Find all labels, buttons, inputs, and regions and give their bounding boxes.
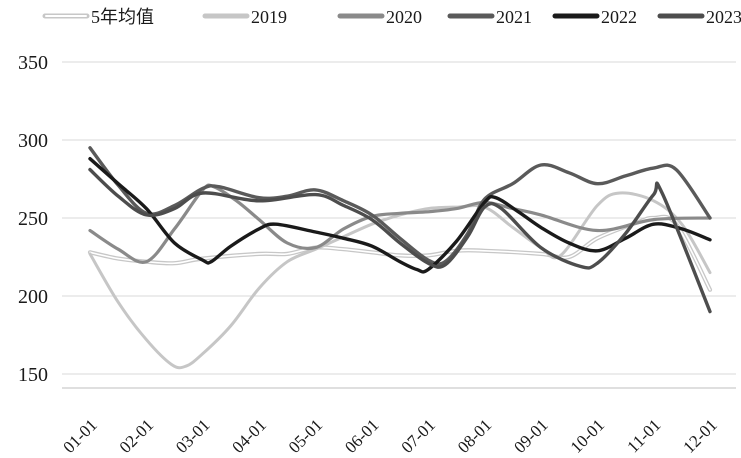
y-tick-label: 250 [18, 208, 48, 230]
y-tick-label: 300 [18, 130, 48, 152]
legend-item-2022: 2022 [552, 7, 637, 27]
x-tick-label: 06-01 [341, 415, 382, 456]
legend-label-5年均值: 5年均值 [91, 7, 154, 27]
x-tick-label: 01-01 [59, 415, 100, 456]
legend-label-2022: 2022 [601, 7, 637, 27]
x-tick-label: 12-01 [679, 415, 720, 456]
y-tick-label: 150 [18, 364, 48, 386]
x-tick-label: 03-01 [172, 415, 213, 456]
legend-item-2023: 2023 [657, 7, 741, 27]
x-tick-label: 09-01 [510, 415, 551, 456]
series-lines [87, 146, 713, 370]
x-tick-label: 02-01 [116, 415, 157, 456]
legend: 5年均值 2019 2020 2021 2022 2023 [42, 7, 741, 27]
legend-label-2023: 2023 [706, 7, 741, 27]
series-line-2019 [88, 191, 712, 370]
legend-label-2020: 2020 [386, 7, 422, 27]
gridlines [62, 61, 736, 375]
x-tick-label: 10-01 [567, 415, 608, 456]
x-tick-label: 08-01 [454, 415, 495, 456]
x-tick-label: 11-01 [623, 415, 664, 456]
x-tick-label: 05-01 [285, 415, 326, 456]
legend-label-2021: 2021 [496, 7, 532, 27]
legend-item-2021: 2021 [447, 7, 532, 27]
y-axis-labels: 150 200 250 300 350 [18, 52, 48, 386]
y-tick-label: 200 [18, 286, 48, 308]
legend-item-5年均值: 5年均值 [42, 7, 154, 27]
legend-item-2020: 2020 [337, 7, 422, 27]
series-line-2021 [88, 146, 712, 266]
legend-item-2019: 2019 [202, 7, 287, 27]
series-line-2023 [88, 167, 712, 314]
legend-label-2019: 2019 [251, 7, 287, 27]
y-tick-label: 350 [18, 52, 48, 74]
x-tick-label: 04-01 [228, 415, 269, 456]
x-axis-labels: 01-01 02-01 03-01 04-01 05-01 06-01 07-01 08-01… [59, 415, 720, 456]
series-line-2020 [88, 183, 712, 264]
series-line-2022 [88, 157, 712, 274]
x-tick-label: 07-01 [398, 415, 439, 456]
